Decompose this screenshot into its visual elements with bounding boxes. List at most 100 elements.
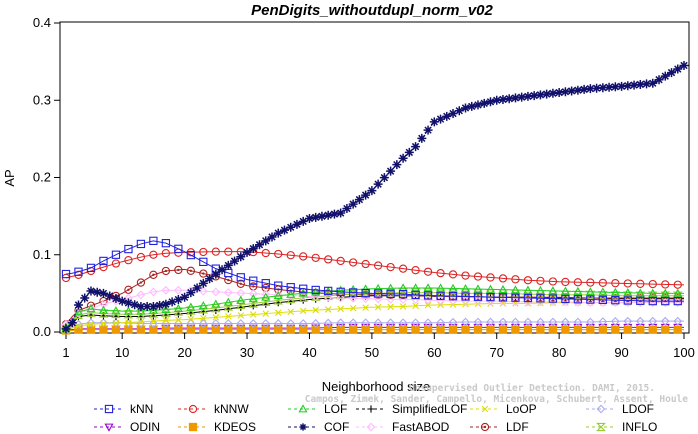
- data-point: [561, 277, 570, 287]
- data-point: [112, 319, 120, 327]
- data-point: [436, 291, 445, 300]
- data-point: [286, 319, 296, 328]
- data-point: [111, 294, 121, 304]
- data-point: [387, 303, 394, 311]
- series-line: [65, 292, 684, 330]
- data-point: [173, 295, 183, 305]
- data-point: [199, 325, 208, 334]
- legend-label: KDEOS: [214, 420, 256, 434]
- legend-label: INFLO: [622, 420, 657, 434]
- x-tick-label: 40: [302, 345, 316, 360]
- data-point: [461, 317, 470, 327]
- data-point: [349, 258, 358, 267]
- data-point: [87, 321, 95, 328]
- data-point: [148, 302, 158, 312]
- data-point: [486, 292, 495, 302]
- data-point: [161, 285, 171, 295]
- data-point: [137, 318, 145, 326]
- data-point: [161, 249, 171, 258]
- data-point: [436, 268, 445, 278]
- data-point: [511, 325, 520, 334]
- data-point: [398, 289, 408, 299]
- data-point: [162, 317, 170, 324]
- data-point: [386, 318, 395, 328]
- data-point: [311, 285, 320, 295]
- data-point: [292, 219, 302, 229]
- data-point: [648, 78, 658, 88]
- data-point: [86, 286, 96, 296]
- data-point: [99, 256, 108, 266]
- data-point: [211, 287, 221, 297]
- data-point: [187, 315, 195, 323]
- watermark-line-1: Unsupervised Outlier Detection. DAMI, 20…: [409, 383, 655, 394]
- data-point: [123, 306, 133, 315]
- data-point: [311, 292, 321, 302]
- data-point: [98, 288, 108, 298]
- data-point: [136, 290, 146, 300]
- data-point: [648, 279, 657, 289]
- data-point: [349, 288, 358, 297]
- data-point: [673, 325, 682, 334]
- data-point: [485, 97, 495, 107]
- data-point: [423, 283, 433, 292]
- data-point: [511, 275, 520, 284]
- legend-marker: [299, 423, 307, 431]
- data-point: [598, 83, 608, 93]
- data-point: [186, 302, 196, 311]
- data-point: [436, 283, 446, 292]
- legend-marker: [367, 405, 375, 413]
- y-tick-label: 0.2: [33, 170, 51, 185]
- data-point: [536, 294, 545, 303]
- data-point: [673, 280, 682, 289]
- data-point: [299, 307, 307, 315]
- data-point: [311, 318, 321, 328]
- data-point: [248, 299, 259, 308]
- data-point: [498, 284, 508, 294]
- data-point: [448, 325, 458, 334]
- legend-item-kNN: kNN: [94, 402, 153, 416]
- data-point: [362, 304, 369, 311]
- data-point: [161, 304, 171, 314]
- data-point: [261, 248, 270, 258]
- legend-marker: [480, 422, 490, 432]
- legend-label: COF: [324, 420, 349, 434]
- legend-label: SimplifiedLOF: [392, 402, 467, 416]
- data-point: [560, 286, 570, 295]
- data-point: [611, 279, 620, 288]
- data-point: [348, 293, 358, 303]
- data-point: [74, 267, 83, 276]
- data-point: [374, 303, 382, 311]
- data-point: [111, 318, 121, 328]
- data-point: [361, 190, 371, 200]
- data-point: [573, 286, 583, 295]
- data-point: [411, 325, 420, 334]
- data-point: [111, 306, 121, 315]
- data-point: [573, 85, 583, 95]
- data-point: [236, 319, 246, 328]
- data-point: [75, 322, 82, 330]
- data-point: [186, 266, 195, 275]
- data-point: [392, 160, 402, 170]
- data-point: [661, 296, 670, 306]
- data-point: [417, 133, 427, 143]
- data-point: [273, 319, 283, 328]
- data-point: [412, 302, 419, 310]
- data-point: [100, 320, 107, 327]
- data-point: [561, 297, 570, 307]
- data-point: [517, 92, 527, 102]
- data-point: [623, 296, 632, 305]
- legend-marker: [366, 422, 376, 432]
- data-point: [349, 325, 358, 334]
- data-point: [448, 292, 458, 301]
- series-line: [66, 329, 684, 331]
- data-point: [537, 299, 544, 307]
- data-point: [673, 64, 683, 74]
- data-point: [262, 310, 270, 317]
- data-point: [211, 269, 221, 279]
- data-point: [611, 296, 620, 305]
- data-point: [261, 283, 270, 293]
- data-point: [249, 276, 258, 285]
- data-point: [604, 82, 614, 92]
- data-point: [498, 296, 508, 306]
- data-point: [136, 325, 146, 334]
